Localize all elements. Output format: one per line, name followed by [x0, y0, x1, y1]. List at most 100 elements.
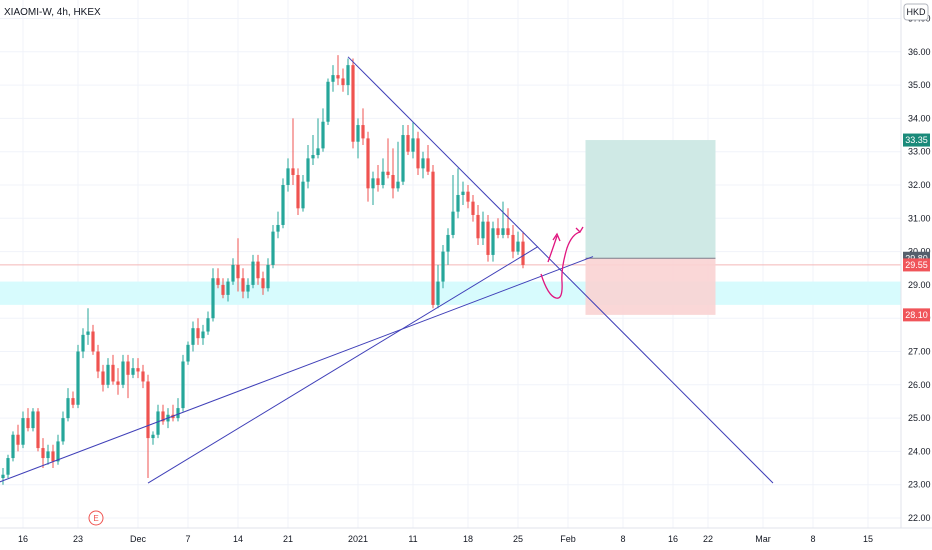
- candle[interactable]: [61, 411, 65, 445]
- candle[interactable]: [231, 258, 235, 285]
- candle[interactable]: [286, 158, 290, 192]
- candle[interactable]: [406, 125, 410, 156]
- candle[interactable]: [196, 318, 200, 345]
- candle[interactable]: [21, 411, 25, 449]
- candle[interactable]: [316, 118, 320, 159]
- candle[interactable]: [336, 55, 340, 86]
- candle[interactable]: [391, 148, 395, 199]
- candle[interactable]: [66, 388, 70, 422]
- candle[interactable]: [506, 208, 510, 239]
- candle[interactable]: [36, 408, 40, 452]
- candle[interactable]: [136, 358, 140, 379]
- candle[interactable]: [106, 358, 110, 389]
- candle[interactable]: [221, 278, 225, 299]
- candle[interactable]: [96, 344, 100, 379]
- candle[interactable]: [351, 58, 355, 149]
- candle[interactable]: [31, 408, 35, 432]
- candle[interactable]: [436, 264, 440, 309]
- candle[interactable]: [41, 438, 45, 469]
- candle[interactable]: [236, 238, 240, 292]
- stop-loss-zone[interactable]: [585, 258, 716, 315]
- candle[interactable]: [456, 168, 460, 219]
- candle[interactable]: [521, 231, 525, 269]
- candles[interactable]: [1, 55, 525, 485]
- candle[interactable]: [381, 158, 385, 189]
- candle[interactable]: [201, 324, 205, 345]
- candle[interactable]: [346, 58, 350, 96]
- trendline-descending[interactable]: [347, 56, 774, 484]
- candle[interactable]: [401, 125, 405, 185]
- trendline-rising-steep[interactable]: [147, 246, 539, 484]
- candle[interactable]: [46, 444, 50, 465]
- candle[interactable]: [246, 278, 250, 299]
- candle[interactable]: [331, 65, 335, 92]
- candle[interactable]: [491, 221, 495, 262]
- candle[interactable]: [416, 131, 420, 176]
- candle[interactable]: [461, 181, 465, 205]
- candle[interactable]: [356, 118, 360, 159]
- candle[interactable]: [306, 145, 310, 189]
- candle[interactable]: [216, 268, 220, 289]
- candle[interactable]: [101, 364, 105, 392]
- candle[interactable]: [481, 211, 485, 245]
- candle[interactable]: [76, 344, 80, 409]
- currency-badge[interactable]: HKD: [903, 3, 929, 21]
- candle[interactable]: [511, 224, 515, 259]
- candle[interactable]: [341, 68, 345, 92]
- candle[interactable]: [91, 324, 95, 355]
- candle[interactable]: [466, 185, 470, 209]
- candle[interactable]: [126, 354, 130, 399]
- candle[interactable]: [226, 278, 230, 302]
- candle[interactable]: [256, 254, 260, 285]
- candle[interactable]: [266, 258, 270, 292]
- candle[interactable]: [16, 424, 20, 452]
- candle[interactable]: [11, 431, 15, 462]
- candle[interactable]: [361, 108, 365, 146]
- candle[interactable]: [301, 175, 305, 212]
- take-profit-zone[interactable]: [585, 140, 716, 259]
- candle[interactable]: [161, 404, 165, 425]
- candle[interactable]: [386, 138, 390, 179]
- candle[interactable]: [471, 194, 475, 222]
- candle[interactable]: [446, 228, 450, 265]
- candle[interactable]: [411, 121, 415, 159]
- candle[interactable]: [176, 398, 180, 422]
- candle[interactable]: [501, 201, 505, 239]
- candle[interactable]: [276, 211, 280, 239]
- candle[interactable]: [206, 311, 210, 335]
- candle[interactable]: [261, 271, 265, 295]
- event-marker[interactable]: E: [88, 510, 104, 526]
- candle[interactable]: [6, 454, 10, 479]
- candle[interactable]: [291, 118, 295, 185]
- candle[interactable]: [111, 354, 115, 385]
- candle[interactable]: [71, 391, 75, 409]
- candle[interactable]: [131, 358, 135, 379]
- candle[interactable]: [186, 341, 190, 365]
- candle[interactable]: [271, 224, 275, 269]
- candle[interactable]: [281, 178, 285, 229]
- candle[interactable]: [191, 321, 195, 352]
- candle[interactable]: [211, 268, 215, 322]
- candle[interactable]: [146, 374, 150, 479]
- candle[interactable]: [151, 431, 155, 445]
- candle[interactable]: [1, 468, 5, 485]
- time-axis[interactable]: 16 23 Dec 7 14 21 2021 11 18 25 Feb 8 16 22 Mar 8 15: [18, 534, 873, 544]
- candle[interactable]: [181, 354, 185, 412]
- candle[interactable]: [476, 204, 480, 245]
- trendlines[interactable]: [0, 56, 774, 487]
- candle[interactable]: [426, 145, 430, 176]
- candle[interactable]: [366, 131, 370, 202]
- candle[interactable]: [371, 171, 375, 205]
- candle[interactable]: [486, 214, 490, 262]
- candle[interactable]: [451, 175, 455, 239]
- candle[interactable]: [441, 244, 445, 289]
- candle[interactable]: [326, 78, 330, 126]
- candle[interactable]: [86, 308, 90, 345]
- candle[interactable]: [421, 151, 425, 179]
- candle[interactable]: [251, 254, 255, 289]
- candle[interactable]: [516, 231, 520, 255]
- candle[interactable]: [296, 168, 300, 215]
- trendline-rising-lower[interactable]: [0, 256, 594, 487]
